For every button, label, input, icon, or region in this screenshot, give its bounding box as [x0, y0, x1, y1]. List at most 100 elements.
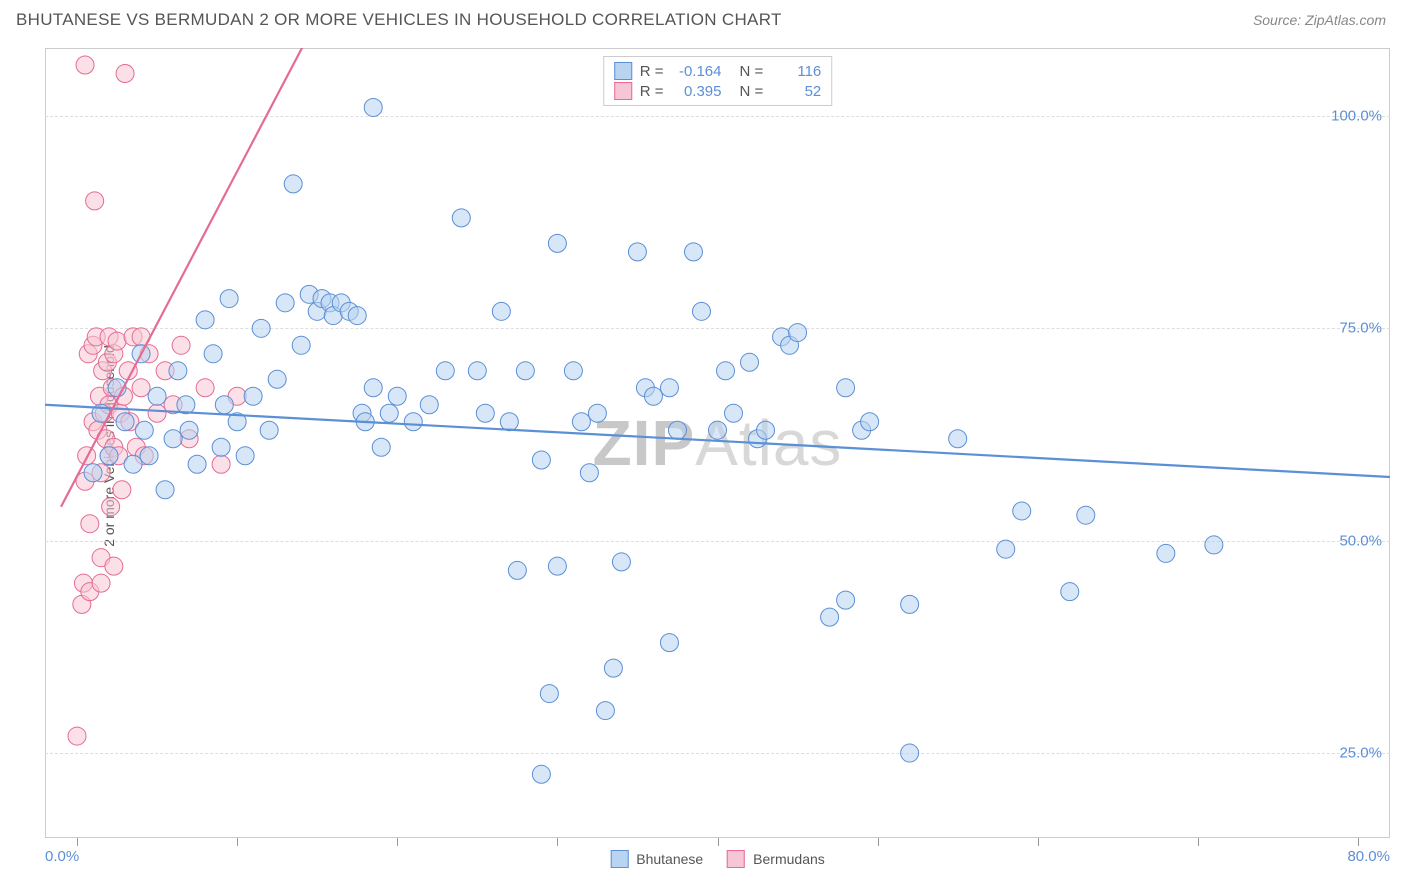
scatter-point [725, 404, 743, 422]
x-tick [878, 838, 879, 846]
scatter-point [668, 421, 686, 439]
scatter-point [236, 447, 254, 465]
scatter-point [108, 332, 126, 350]
x-tick [1198, 838, 1199, 846]
scatter-point [861, 413, 879, 431]
scatter-point [388, 387, 406, 405]
scatter-point [1205, 536, 1223, 554]
stats-legend: R = -0.164 N = 116 R = 0.395 N = 52 [603, 56, 833, 106]
scatter-point [372, 438, 390, 456]
scatter-point [292, 336, 310, 354]
scatter-point [169, 362, 187, 380]
chart-title: BHUTANESE VS BERMUDAN 2 OR MORE VEHICLES… [16, 10, 782, 30]
scatter-point [596, 702, 614, 720]
scatter-point [564, 362, 582, 380]
stats-row-bermudans: R = 0.395 N = 52 [614, 81, 822, 101]
scatter-point [997, 540, 1015, 558]
scatter-point [628, 243, 646, 261]
x-tick [1358, 838, 1359, 846]
scatter-point [102, 498, 120, 516]
scatter-point [684, 243, 702, 261]
scatter-point [180, 421, 198, 439]
scatter-point [949, 430, 967, 448]
scatter-point [81, 515, 99, 533]
scatter-point [68, 727, 86, 745]
scatter-point [452, 209, 470, 227]
x-tick [557, 838, 558, 846]
scatter-point [276, 294, 294, 312]
scatter-point [148, 387, 166, 405]
scatter-point [172, 336, 190, 354]
scatter-point [156, 481, 174, 499]
scatter-point [612, 553, 630, 571]
scatter-point [404, 413, 422, 431]
scatter-point [220, 290, 238, 308]
legend-swatch-pink [727, 850, 745, 868]
scatter-point [113, 481, 131, 499]
x-tick [237, 838, 238, 846]
swatch-pink [614, 82, 632, 100]
scatter-point [215, 396, 233, 414]
scatter-point [1077, 506, 1095, 524]
legend-item-bermudans: Bermudans [727, 850, 825, 868]
scatter-point [124, 455, 142, 473]
scatter-point [757, 421, 775, 439]
scatter-point [164, 430, 182, 448]
scatter-point [212, 455, 230, 473]
scatter-point [348, 307, 366, 325]
scatter-point [837, 379, 855, 397]
scatter-point [116, 413, 134, 431]
scatter-point [604, 659, 622, 677]
scatter-point [588, 404, 606, 422]
legend-label-bhutanese: Bhutanese [636, 851, 703, 867]
scatter-point [508, 561, 526, 579]
scatter-svg [45, 48, 1390, 838]
scatter-point [717, 362, 735, 380]
scatter-point [741, 353, 759, 371]
scatter-point [212, 438, 230, 456]
scatter-point [436, 362, 454, 380]
scatter-point [821, 608, 839, 626]
scatter-point [100, 447, 118, 465]
scatter-point [420, 396, 438, 414]
scatter-point [1157, 544, 1175, 562]
scatter-point [364, 98, 382, 116]
scatter-point [548, 557, 566, 575]
scatter-point [86, 192, 104, 210]
legend-label-bermudans: Bermudans [753, 851, 825, 867]
legend-item-bhutanese: Bhutanese [610, 850, 703, 868]
scatter-point [188, 455, 206, 473]
scatter-point [548, 234, 566, 252]
series-legend: Bhutanese Bermudans [610, 850, 825, 868]
scatter-point [84, 464, 102, 482]
scatter-point [660, 379, 678, 397]
x-tick [397, 838, 398, 846]
scatter-point [692, 302, 710, 320]
scatter-point [492, 302, 510, 320]
scatter-point [572, 413, 590, 431]
scatter-point [116, 64, 134, 82]
scatter-point [500, 413, 518, 431]
scatter-point [1013, 502, 1031, 520]
scatter-point [204, 345, 222, 363]
scatter-point [476, 404, 494, 422]
scatter-point [660, 634, 678, 652]
scatter-point [789, 324, 807, 342]
scatter-point [532, 765, 550, 783]
scatter-point [76, 56, 94, 74]
x-axis-min-label: 0.0% [45, 848, 79, 865]
scatter-point [580, 464, 598, 482]
scatter-point [284, 175, 302, 193]
stats-row-bhutanese: R = -0.164 N = 116 [614, 61, 822, 81]
scatter-point [92, 574, 110, 592]
scatter-point [260, 421, 278, 439]
plot-area: ZIPAtlas R = -0.164 N = 116 R = 0.395 N … [45, 48, 1390, 838]
scatter-point [364, 379, 382, 397]
scatter-point [132, 379, 150, 397]
x-tick [718, 838, 719, 846]
scatter-point [196, 379, 214, 397]
scatter-point [709, 421, 727, 439]
scatter-point [837, 591, 855, 609]
x-axis-max-label: 80.0% [1347, 848, 1390, 865]
scatter-point [516, 362, 534, 380]
